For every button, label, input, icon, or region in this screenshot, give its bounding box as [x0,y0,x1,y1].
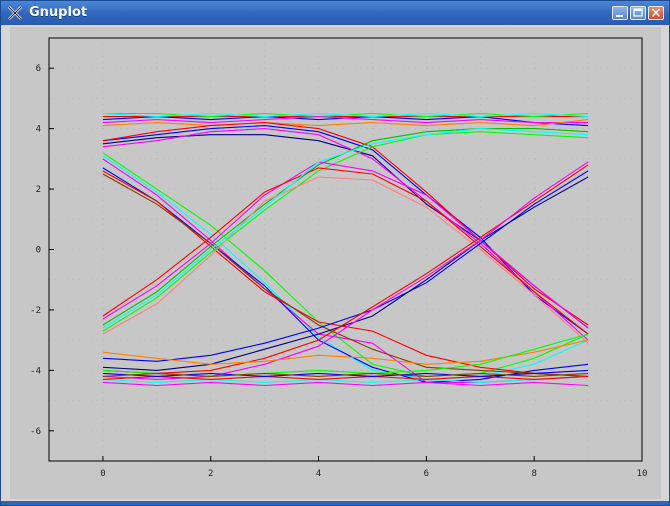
eye-diagram-chart: 0 2 4 6 8 10 -6 -4 -2 0 2 4 6 [30,37,648,479]
series-line [102,128,589,341]
series-line [102,375,589,380]
series-line [102,173,589,377]
maximize-button[interactable] [630,6,646,20]
window-title: Gnuplot [29,5,88,20]
series-line [102,381,589,387]
x-tick-label: 2 [208,469,213,479]
series-line [102,116,589,124]
y-tick-label: 0 [36,246,41,256]
series-line [102,164,589,374]
gnuplot-x-icon [8,6,22,20]
series-line [102,372,589,377]
minimize-icon [616,15,623,17]
x-tick-label: 4 [316,469,321,479]
y-tick-label: -2 [30,306,41,316]
x-tick-label: 0 [100,469,105,479]
y-tick-label: 4 [36,125,41,135]
x-tick-label: 8 [531,469,536,479]
y-tick-label: -4 [30,366,41,376]
series-line [102,176,589,344]
series-line [102,375,589,383]
minimize-button[interactable] [612,6,628,20]
close-icon [651,8,661,18]
y-tick-label: -6 [30,427,41,437]
window-bottom-border [1,501,669,505]
series-line [102,128,589,329]
maximize-icon [633,8,643,17]
y-tick-label: 2 [36,185,41,195]
x-tick-label: 6 [424,469,429,479]
series-line [102,152,589,377]
series-line [102,167,589,335]
series-line [102,170,589,362]
series-line [102,176,589,371]
y-tick-label: 6 [36,64,41,74]
series-line [102,125,589,335]
series-line [102,131,589,332]
series-line [102,128,589,326]
series-line [102,112,589,118]
series-line [102,161,589,329]
series-line [102,122,589,326]
title-bar[interactable]: Gnuplot [1,1,669,25]
x-tick-label: 10 [637,469,648,479]
close-button[interactable] [648,6,664,20]
series-line [102,134,589,329]
series-line [102,119,589,127]
plot-canvas: 0 2 4 6 8 10 -6 -4 -2 0 2 4 6 [10,27,661,499]
